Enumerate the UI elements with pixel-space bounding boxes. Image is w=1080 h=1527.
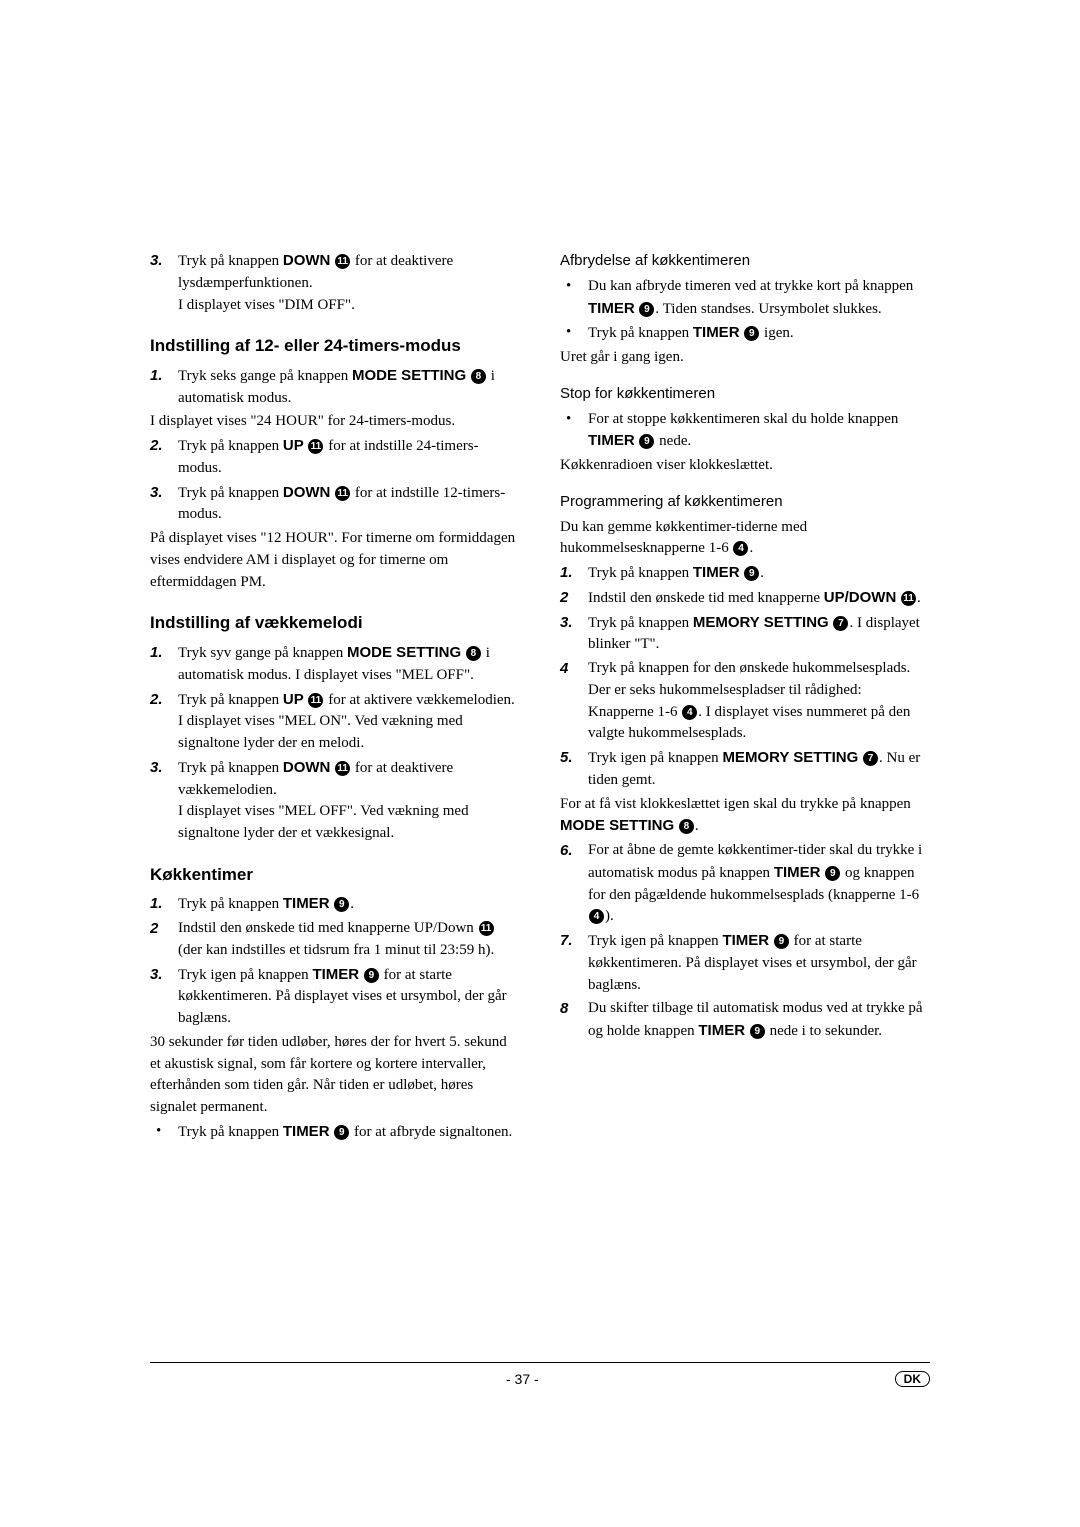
paragraph: For at få vist klokkeslættet igen skal d…: [560, 794, 930, 839]
section-heading: Indstilling af 12- eller 24-timers-modus: [150, 334, 520, 359]
list-item: • Tryk på knappen TIMER 9 for at afbryde…: [150, 1121, 520, 1144]
page-footer: - 37 - DK: [150, 1362, 930, 1387]
list-item: 3. Tryk på knappen DOWN 11 for at deakti…: [150, 757, 520, 845]
subheading: Afbrydelse af køkkentimeren: [560, 250, 930, 272]
bullet-icon: •: [150, 1121, 178, 1144]
paragraph: Du kan gemme køkkentimer-tiderne med huk…: [560, 517, 930, 561]
ref-icon: 9: [744, 326, 759, 341]
list-item: 3. Tryk på knappen DOWN 11 for at indsti…: [150, 482, 520, 527]
ref-icon: 9: [639, 302, 654, 317]
item-number: 3.: [150, 250, 178, 316]
subheading: Programmering af køkkentimeren: [560, 491, 930, 513]
ref-icon: 11: [308, 693, 323, 708]
subheading: Stop for køkkentimeren: [560, 383, 930, 405]
ref-icon: 9: [825, 866, 840, 881]
ref-icon: 11: [308, 439, 323, 454]
paragraph: På displayet vises "12 HOUR". For timern…: [150, 528, 520, 593]
ref-icon: 4: [682, 705, 697, 720]
list-item: 1. Tryk syv gange på knappen MODE SETTIN…: [150, 642, 520, 687]
list-item: 4 Tryk på knappen for den ønskede hukomm…: [560, 658, 930, 745]
list-item: 1. Tryk på knappen TIMER 9.: [150, 893, 520, 916]
item-text: Tryk på knappen DOWN 11 for at deaktiver…: [178, 250, 520, 316]
list-item: 3. Tryk på knappen DOWN 11 for at deakti…: [150, 250, 520, 316]
ref-icon: 11: [335, 254, 350, 269]
bullet-icon: •: [560, 322, 588, 345]
list-item: 3. Tryk på knappen MEMORY SETTING 7. I d…: [560, 612, 930, 657]
paragraph: I displayet vises "24 HOUR" for 24-timer…: [150, 411, 520, 433]
list-item: 6. For at åbne de gemte køkkentimer-tide…: [560, 840, 930, 928]
right-column: Afbrydelse af køkkentimeren • Du kan afb…: [560, 250, 930, 1146]
ref-icon: 4: [589, 909, 604, 924]
ref-icon: 8: [471, 369, 486, 384]
left-column: 3. Tryk på knappen DOWN 11 for at deakti…: [150, 250, 520, 1146]
ref-icon: 11: [335, 761, 350, 776]
language-badge: DK: [895, 1371, 930, 1387]
list-item: • Tryk på knappen TIMER 9 igen.: [560, 322, 930, 345]
list-item: 2 Indstil den ønskede tid med knapperne …: [560, 587, 930, 610]
list-item: 3. Tryk igen på knappen TIMER 9 for at s…: [150, 964, 520, 1030]
ref-icon: 8: [679, 819, 694, 834]
ref-icon: 8: [466, 646, 481, 661]
ref-icon: 11: [479, 921, 494, 936]
list-item: 2. Tryk på knappen UP 11 for at aktivere…: [150, 689, 520, 755]
ref-icon: 4: [733, 541, 748, 556]
paragraph: Køkkenradioen viser klokkeslættet.: [560, 455, 930, 477]
bullet-icon: •: [560, 409, 588, 454]
bullet-icon: •: [560, 276, 588, 321]
list-item: • For at stoppe køkkentimeren skal du ho…: [560, 409, 930, 454]
paragraph: 30 sekunder før tiden udløber, høres der…: [150, 1032, 520, 1119]
list-item: 2. Tryk på knappen UP 11 for at indstill…: [150, 435, 520, 480]
ref-icon: 7: [833, 616, 848, 631]
list-item: 7. Tryk igen på knappen TIMER 9 for at s…: [560, 930, 930, 996]
ref-icon: 9: [639, 434, 654, 449]
ref-icon: 9: [744, 566, 759, 581]
ref-icon: 9: [750, 1024, 765, 1039]
list-item: 8 Du skifter tilbage til automatisk modu…: [560, 998, 930, 1043]
page-number: - 37 -: [506, 1371, 539, 1387]
paragraph: Uret går i gang igen.: [560, 347, 930, 369]
section-heading: Køkkentimer: [150, 863, 520, 888]
ref-icon: 11: [335, 486, 350, 501]
page-content: 3. Tryk på knappen DOWN 11 for at deakti…: [0, 0, 1080, 1206]
list-item: 1. Tryk på knappen TIMER 9.: [560, 562, 930, 585]
ref-icon: 11: [901, 591, 916, 606]
list-item: 2 Indstil den ønskede tid med knapperne …: [150, 918, 520, 962]
ref-icon: 9: [364, 968, 379, 983]
ref-icon: 9: [334, 897, 349, 912]
list-item: 5. Tryk igen på knappen MEMORY SETTING 7…: [560, 747, 930, 792]
ref-icon: 9: [774, 934, 789, 949]
list-item: 1. Tryk seks gange på knappen MODE SETTI…: [150, 365, 520, 410]
list-item: • Du kan afbryde timeren ved at trykke k…: [560, 276, 930, 321]
ref-icon: 7: [863, 751, 878, 766]
section-heading: Indstilling af vækkemelodi: [150, 611, 520, 636]
ref-icon: 9: [334, 1125, 349, 1140]
